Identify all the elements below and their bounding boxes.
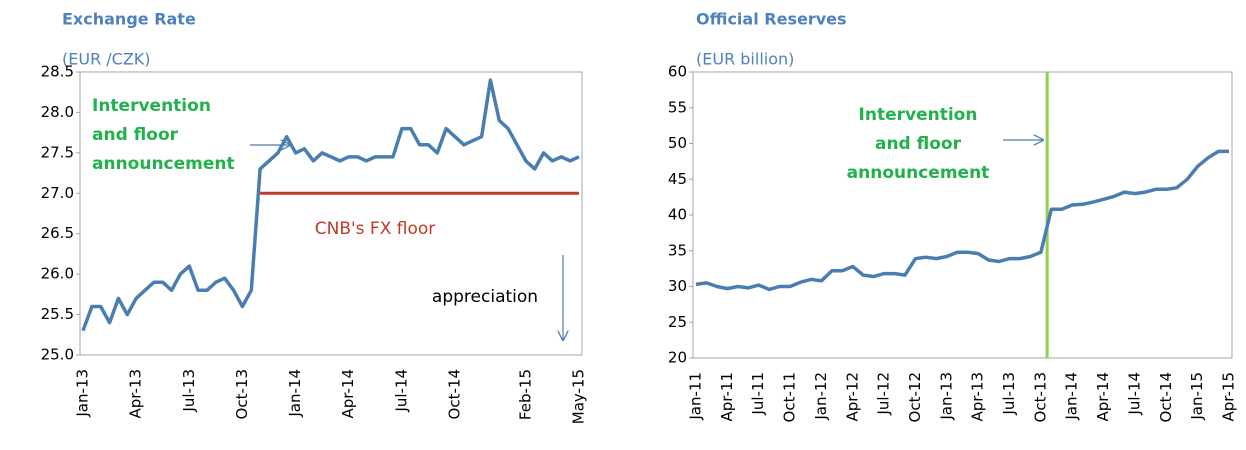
x-tick-label: Apr-13 xyxy=(969,372,987,422)
x-tick-label: Oct-13 xyxy=(233,369,251,419)
x-tick-label: Jul-13 xyxy=(1000,372,1018,416)
annotation: announcement xyxy=(92,154,235,174)
y-tick-label: 28.0 xyxy=(41,103,74,121)
x-tick-label: Jan-11 xyxy=(687,372,705,421)
y-tick-label: 45 xyxy=(668,170,687,188)
x-tick-label: Jan-14 xyxy=(286,369,304,418)
annotation: announcement xyxy=(847,163,990,183)
annotation: CNB's FX floor xyxy=(315,219,436,239)
annotation: Intervention xyxy=(859,105,978,125)
series-line xyxy=(81,78,580,332)
x-tick-label: Apr-14 xyxy=(1094,372,1112,422)
x-tick-label: Apr-14 xyxy=(339,369,357,419)
x-tick-label: Jul-11 xyxy=(749,372,767,416)
y-tick-label: 25 xyxy=(668,313,687,331)
y-tick-label: 25.0 xyxy=(41,346,74,364)
x-tick-label: Jan-15 xyxy=(1188,372,1206,421)
x-tick-label: Apr-13 xyxy=(127,369,145,419)
chart-title: Exchange Rate xyxy=(62,10,196,29)
x-tick-label: Jul-14 xyxy=(392,369,410,413)
annotation: appreciation xyxy=(432,287,538,307)
y-tick-label: 55 xyxy=(668,98,687,116)
y-tick-label: 26.0 xyxy=(41,265,74,283)
y-tick-label: 26.5 xyxy=(41,224,74,242)
series-line xyxy=(695,149,1229,292)
x-tick-label: Oct-12 xyxy=(906,372,924,422)
x-tick-label: Oct-11 xyxy=(781,372,799,422)
y-tick-label: 50 xyxy=(668,134,687,152)
y-tick-label: 27.5 xyxy=(41,143,74,161)
chart-subtitle: (EUR /CZK) xyxy=(62,50,151,69)
x-tick-label: Oct-13 xyxy=(1031,372,1049,422)
x-tick-label: Apr-12 xyxy=(843,372,861,422)
y-tick-label: 20 xyxy=(668,349,687,367)
y-tick-label: 40 xyxy=(668,206,687,224)
y-tick-label: 35 xyxy=(668,241,687,259)
x-tick-label: Jul-14 xyxy=(1125,372,1143,416)
x-tick-label: May-15 xyxy=(570,369,588,424)
x-tick-label: Apr-11 xyxy=(718,372,736,422)
x-tick-label: Feb-15 xyxy=(516,369,534,420)
x-tick-label: Jan-13 xyxy=(937,372,955,421)
chart-title: Official Reserves xyxy=(696,10,847,29)
x-tick-label: Oct-14 xyxy=(1157,372,1175,422)
y-tick-label: 30 xyxy=(668,277,687,295)
x-tick-label: Jul-13 xyxy=(180,369,198,413)
plot-frame xyxy=(79,71,583,356)
annotation: and floor xyxy=(875,134,962,154)
chart-subtitle: (EUR billion) xyxy=(696,50,794,69)
y-tick-label: 28.5 xyxy=(41,63,74,81)
x-tick-label: Jan-12 xyxy=(812,372,830,421)
y-tick-label: 27.0 xyxy=(41,184,74,202)
x-tick-label: Apr-15 xyxy=(1220,372,1238,422)
x-tick-label: Jan-14 xyxy=(1063,372,1081,421)
x-tick-label: Jul-12 xyxy=(875,372,893,416)
annotation: and floor xyxy=(92,125,179,145)
y-tick-label: 60 xyxy=(668,63,687,81)
y-tick-label: 25.5 xyxy=(41,305,74,323)
x-tick-label: Oct-14 xyxy=(446,369,464,419)
annotation: Intervention xyxy=(92,96,211,116)
x-tick-label: Jan-13 xyxy=(74,369,92,418)
